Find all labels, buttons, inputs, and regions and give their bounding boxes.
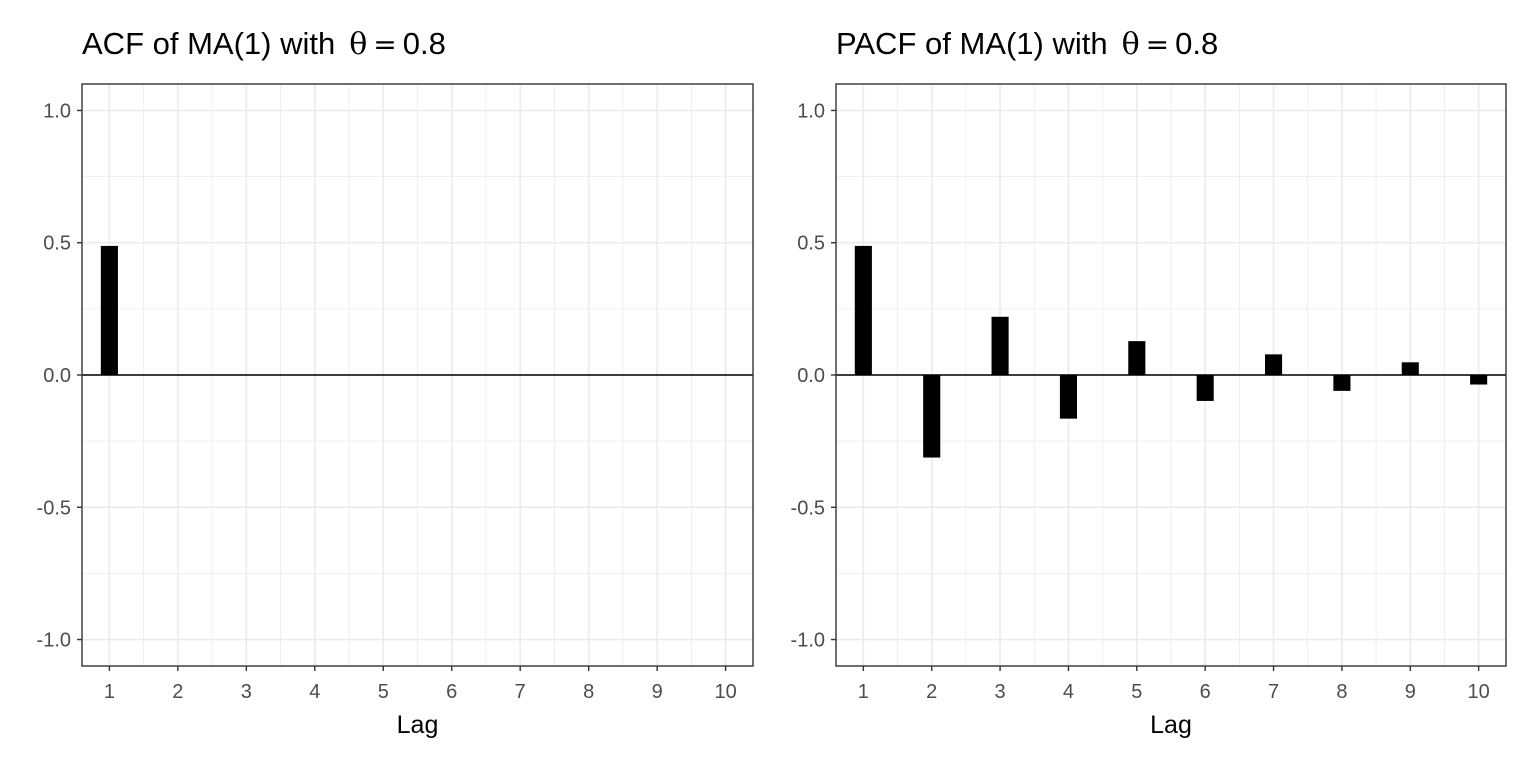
acf-chart-panel: -1.0 -0.5 0.0 0.5 1.0 1 2 3 4 5 6 7 8 9 10 Lag bbox=[37, 83, 754, 739]
pacf-x-tick-label: 6 bbox=[1200, 681, 1211, 703]
pacf-x-tick-label: 5 bbox=[1131, 681, 1142, 703]
acf-title-theta: θ bbox=[349, 27, 368, 62]
pacf-bar-lag-7 bbox=[1265, 354, 1283, 375]
pacf-bar-lag-1 bbox=[854, 245, 872, 375]
pacf-bar-lag-2 bbox=[923, 375, 941, 458]
pacf-bar-lag-6 bbox=[1196, 375, 1214, 401]
acf-y-tick-label: 0.5 bbox=[43, 233, 71, 255]
pacf-chart-title: PACF of MA(1) with θ = 0.8 bbox=[836, 22, 1218, 67]
pacf-chart-panel: -1.0 -0.5 0.0 0.5 1.0 1 2 3 4 5 6 7 8 9 10 Lag bbox=[791, 83, 1507, 739]
pacf-y-tick-label: 0.0 bbox=[797, 365, 825, 387]
acf-title-theta-value: 0.8 bbox=[402, 26, 446, 61]
acf-x-tick-label: 2 bbox=[172, 681, 183, 703]
acf-x-axis-label: Lag bbox=[397, 711, 439, 739]
pacf-bar-lag-3 bbox=[991, 316, 1009, 375]
pacf-title-theta-value: 0.8 bbox=[1175, 26, 1219, 61]
pacf-bar-lag-8 bbox=[1333, 375, 1351, 391]
acf-x-tick-label: 5 bbox=[378, 681, 389, 703]
acf-x-tick-label: 7 bbox=[515, 681, 526, 703]
acf-x-tick-label: 6 bbox=[446, 681, 457, 703]
acf-y-tick-label: -1.0 bbox=[37, 630, 71, 652]
pacf-x-tick-label: 2 bbox=[926, 681, 937, 703]
pacf-x-tick-label: 10 bbox=[1468, 681, 1490, 703]
pacf-x-tick-label: 4 bbox=[1063, 681, 1074, 703]
pacf-bar-lag-4 bbox=[1059, 375, 1077, 419]
pacf-title-theta: θ bbox=[1121, 27, 1140, 62]
acf-x-tick-label: 3 bbox=[241, 681, 252, 703]
pacf-title-text: PACF of MA(1) with bbox=[836, 26, 1108, 61]
acf-x-tick-label: 1 bbox=[104, 681, 115, 703]
pacf-y-tick-label: 0.5 bbox=[797, 233, 825, 255]
pacf-y-tick-label: -1.0 bbox=[791, 630, 825, 652]
pacf-y-tick-label: -0.5 bbox=[791, 497, 825, 519]
pacf-x-tick-label: 3 bbox=[995, 681, 1006, 703]
pacf-x-axis-label: Lag bbox=[1150, 711, 1192, 739]
pacf-x-tick-label: 1 bbox=[858, 681, 869, 703]
pacf-bar-lag-5 bbox=[1128, 341, 1146, 375]
acf-x-tick-label: 9 bbox=[652, 681, 663, 703]
pacf-x-tick-label: 8 bbox=[1336, 681, 1347, 703]
pacf-title-equals: = bbox=[1145, 28, 1170, 61]
acf-chart-title: ACF of MA(1) with θ = 0.8 bbox=[82, 22, 446, 67]
pacf-x-tick-label: 9 bbox=[1405, 681, 1416, 703]
acf-title-equals: = bbox=[373, 28, 397, 61]
acf-bar-lag-1 bbox=[100, 245, 118, 375]
acf-x-tick-label: 4 bbox=[309, 681, 320, 703]
acf-x-tick-label: 10 bbox=[714, 681, 736, 703]
acf-y-tick-label: -0.5 bbox=[37, 497, 71, 519]
pacf-bar-lag-9 bbox=[1401, 362, 1419, 375]
pacf-x-tick-label: 7 bbox=[1268, 681, 1279, 703]
acf-title-text: ACF of MA(1) with bbox=[82, 26, 336, 61]
acf-y-tick-label: 1.0 bbox=[43, 100, 71, 122]
acf-y-tick-label: 0.0 bbox=[43, 365, 71, 387]
pacf-bar-lag-10 bbox=[1470, 375, 1488, 385]
pacf-y-tick-label: 1.0 bbox=[797, 100, 825, 122]
acf-x-tick-label: 8 bbox=[583, 681, 594, 703]
